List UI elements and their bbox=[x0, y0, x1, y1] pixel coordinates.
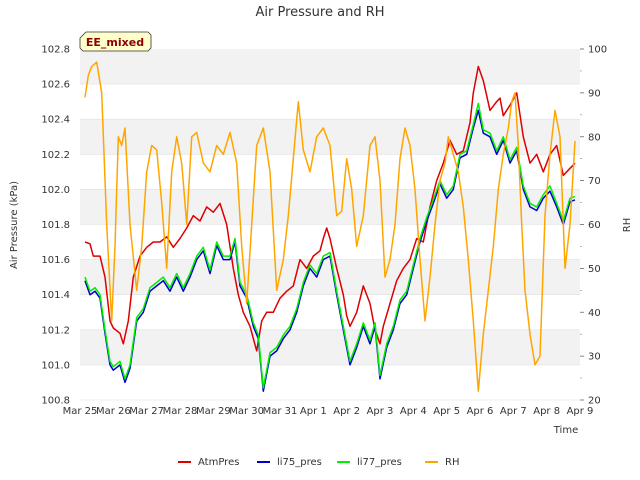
y2-tick-label: 90 bbox=[588, 88, 601, 99]
y2-tick-label: 40 bbox=[588, 308, 601, 319]
plot-background bbox=[80, 49, 580, 401]
x-tick-label: Apr 2 bbox=[333, 406, 360, 417]
grid-band bbox=[80, 49, 580, 85]
x-tick-label: Apr 8 bbox=[533, 406, 560, 417]
x-tick-label: Apr 7 bbox=[500, 406, 527, 417]
y-tick-label: 102.0 bbox=[41, 185, 70, 196]
grid-band bbox=[80, 364, 580, 400]
legend-label: li75_pres bbox=[277, 457, 322, 468]
x-tick-label: Apr 6 bbox=[467, 406, 494, 417]
y-tick-label: 100.8 bbox=[41, 396, 70, 407]
legend-label: RH bbox=[445, 457, 459, 468]
y2-tick-label: 20 bbox=[588, 396, 601, 407]
grid-band bbox=[80, 154, 580, 190]
grid-band bbox=[80, 294, 580, 330]
series-line-atmpres bbox=[84, 65, 576, 352]
y2-axis-label: RH bbox=[622, 218, 633, 232]
y-axis-label: Air Pressure (kPa) bbox=[9, 181, 20, 269]
chart-title: Air Pressure and RH bbox=[255, 5, 384, 20]
x-tick-label: Apr 5 bbox=[433, 406, 460, 417]
y2-tick-label: 60 bbox=[588, 220, 601, 231]
y-tick-label: 101.0 bbox=[41, 360, 70, 371]
series-line-li77-pres bbox=[84, 102, 576, 389]
y-tick-label: 102.2 bbox=[41, 150, 70, 161]
y2-tick-label: 50 bbox=[588, 264, 601, 275]
x-tick-label: Mar 28 bbox=[163, 406, 198, 417]
series-line-li75-pres bbox=[84, 109, 576, 392]
y2-tick-label: 30 bbox=[588, 352, 601, 363]
legend: AtmPres li75_pres li77_pres RH bbox=[178, 457, 459, 468]
y-tick-label: 102.6 bbox=[41, 80, 70, 91]
y-tick-label: 102.4 bbox=[41, 115, 70, 126]
x-axis-label: Time bbox=[553, 425, 578, 436]
series-line-rh bbox=[84, 61, 576, 392]
grid-band bbox=[80, 259, 580, 295]
grid-band bbox=[80, 189, 580, 225]
y2-tick-label: 70 bbox=[588, 176, 601, 187]
y-tick-label: 101.6 bbox=[41, 255, 70, 266]
x-tick-label: Mar 30 bbox=[229, 406, 264, 417]
badge-text: EE_mixed bbox=[86, 36, 144, 49]
y-tick-label: 101.8 bbox=[41, 220, 70, 231]
y-tick-label: 101.4 bbox=[41, 290, 70, 301]
x-tick-label: Apr 3 bbox=[367, 406, 394, 417]
x-tick-label: Mar 29 bbox=[196, 406, 231, 417]
badge: EE_mixed bbox=[79, 31, 152, 52]
left-axis-ticks: 100.8 101.0 101.2 101.4 101.6 101.8 102.0 102.2… bbox=[41, 45, 70, 407]
series-lines bbox=[84, 61, 576, 392]
x-tick-label: Mar 25 bbox=[63, 406, 98, 417]
x-tick-label: Mar 26 bbox=[96, 406, 131, 417]
x-tick-label: Apr 1 bbox=[300, 406, 327, 417]
badge-box bbox=[79, 31, 152, 52]
legend-label: AtmPres bbox=[198, 457, 239, 468]
legend-label: li77_pres bbox=[357, 457, 402, 468]
y2-tick-label: 80 bbox=[588, 132, 601, 143]
x-tick-label: Mar 27 bbox=[129, 406, 164, 417]
y-tick-label: 101.2 bbox=[41, 325, 70, 336]
x-tick-label: Mar 31 bbox=[263, 406, 298, 417]
y2-tick-label: 100 bbox=[588, 45, 607, 56]
right-axis-ticks: 20 30 40 50 60 70 80 90 100 bbox=[580, 45, 607, 407]
y-tick-label: 102.8 bbox=[41, 45, 70, 56]
grid-band bbox=[80, 329, 580, 365]
x-tick-label: Apr 4 bbox=[400, 406, 427, 417]
x-tick-label: Apr 9 bbox=[567, 406, 594, 417]
